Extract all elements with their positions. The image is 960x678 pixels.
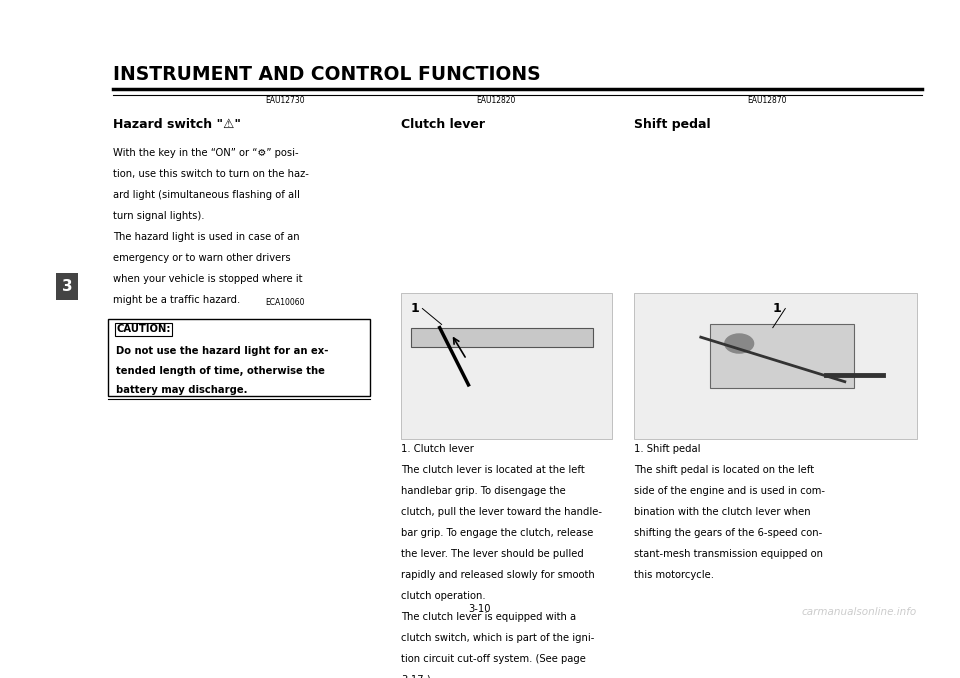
Text: The clutch lever is located at the left: The clutch lever is located at the left [401,465,585,475]
Text: carmanualsonline.info: carmanualsonline.info [802,607,917,617]
Text: INSTRUMENT AND CONTROL FUNCTIONS: INSTRUMENT AND CONTROL FUNCTIONS [113,65,540,84]
Text: 1: 1 [411,302,420,315]
Text: battery may discharge.: battery may discharge. [116,385,248,395]
Text: 1. Clutch lever: 1. Clutch lever [401,444,474,454]
Text: side of the engine and is used in com-: side of the engine and is used in com- [634,486,825,496]
Text: The shift pedal is located on the left: The shift pedal is located on the left [634,465,814,475]
FancyBboxPatch shape [108,319,370,396]
Text: tion, use this switch to turn on the haz-: tion, use this switch to turn on the haz… [113,170,309,179]
Text: turn signal lights).: turn signal lights). [113,212,204,221]
Text: clutch operation.: clutch operation. [401,591,486,601]
Text: ECA10060: ECA10060 [265,298,304,306]
Text: ard light (simultaneous flashing of all: ard light (simultaneous flashing of all [113,191,300,200]
Text: 3: 3 [61,279,73,294]
Text: The clutch lever is equipped with a: The clutch lever is equipped with a [401,612,576,622]
Text: 3-10: 3-10 [468,604,492,614]
Text: 1: 1 [773,302,781,315]
Text: 1. Shift pedal: 1. Shift pedal [634,444,700,454]
Text: Shift pedal: Shift pedal [634,118,710,131]
FancyBboxPatch shape [401,293,612,439]
Text: handlebar grip. To disengage the: handlebar grip. To disengage the [401,486,566,496]
Text: The hazard light is used in case of an: The hazard light is used in case of an [113,232,300,242]
Text: tion circuit cut-off system. (See page: tion circuit cut-off system. (See page [401,654,587,664]
Bar [710,325,854,388]
FancyBboxPatch shape [634,293,917,439]
Text: rapidly and released slowly for smooth: rapidly and released slowly for smooth [401,570,595,580]
Text: when your vehicle is stopped where it: when your vehicle is stopped where it [113,274,302,284]
Text: bar grip. To engage the clutch, release: bar grip. To engage the clutch, release [401,528,593,538]
Text: 3-17.): 3-17.) [401,675,431,678]
Text: Do not use the hazard light for an ex-: Do not use the hazard light for an ex- [116,346,328,356]
Text: clutch, pull the lever toward the handle-: clutch, pull the lever toward the handle… [401,507,602,517]
Text: shifting the gears of the 6-speed con-: shifting the gears of the 6-speed con- [634,528,822,538]
Text: Clutch lever: Clutch lever [401,118,485,131]
Text: EAU12730: EAU12730 [265,96,304,105]
Text: this motorcycle.: this motorcycle. [634,570,713,580]
Text: tended length of time, otherwise the: tended length of time, otherwise the [116,365,325,376]
Text: EAU12870: EAU12870 [747,96,786,105]
Text: clutch switch, which is part of the igni-: clutch switch, which is part of the igni… [401,633,594,643]
Circle shape [725,334,754,353]
Text: the lever. The lever should be pulled: the lever. The lever should be pulled [401,549,584,559]
Text: emergency or to warn other drivers: emergency or to warn other drivers [113,253,291,263]
Text: might be a traffic hazard.: might be a traffic hazard. [113,295,241,305]
Text: CAUTION:: CAUTION: [116,325,171,334]
Text: bination with the clutch lever when: bination with the clutch lever when [634,507,810,517]
Text: EAU12820: EAU12820 [476,96,516,105]
Text: Hazard switch "⚠": Hazard switch "⚠" [113,118,241,131]
Text: With the key in the “ON” or “⚙” posi-: With the key in the “ON” or “⚙” posi- [113,148,299,158]
Text: stant-mesh transmission equipped on: stant-mesh transmission equipped on [634,549,823,559]
Bar [411,327,593,346]
